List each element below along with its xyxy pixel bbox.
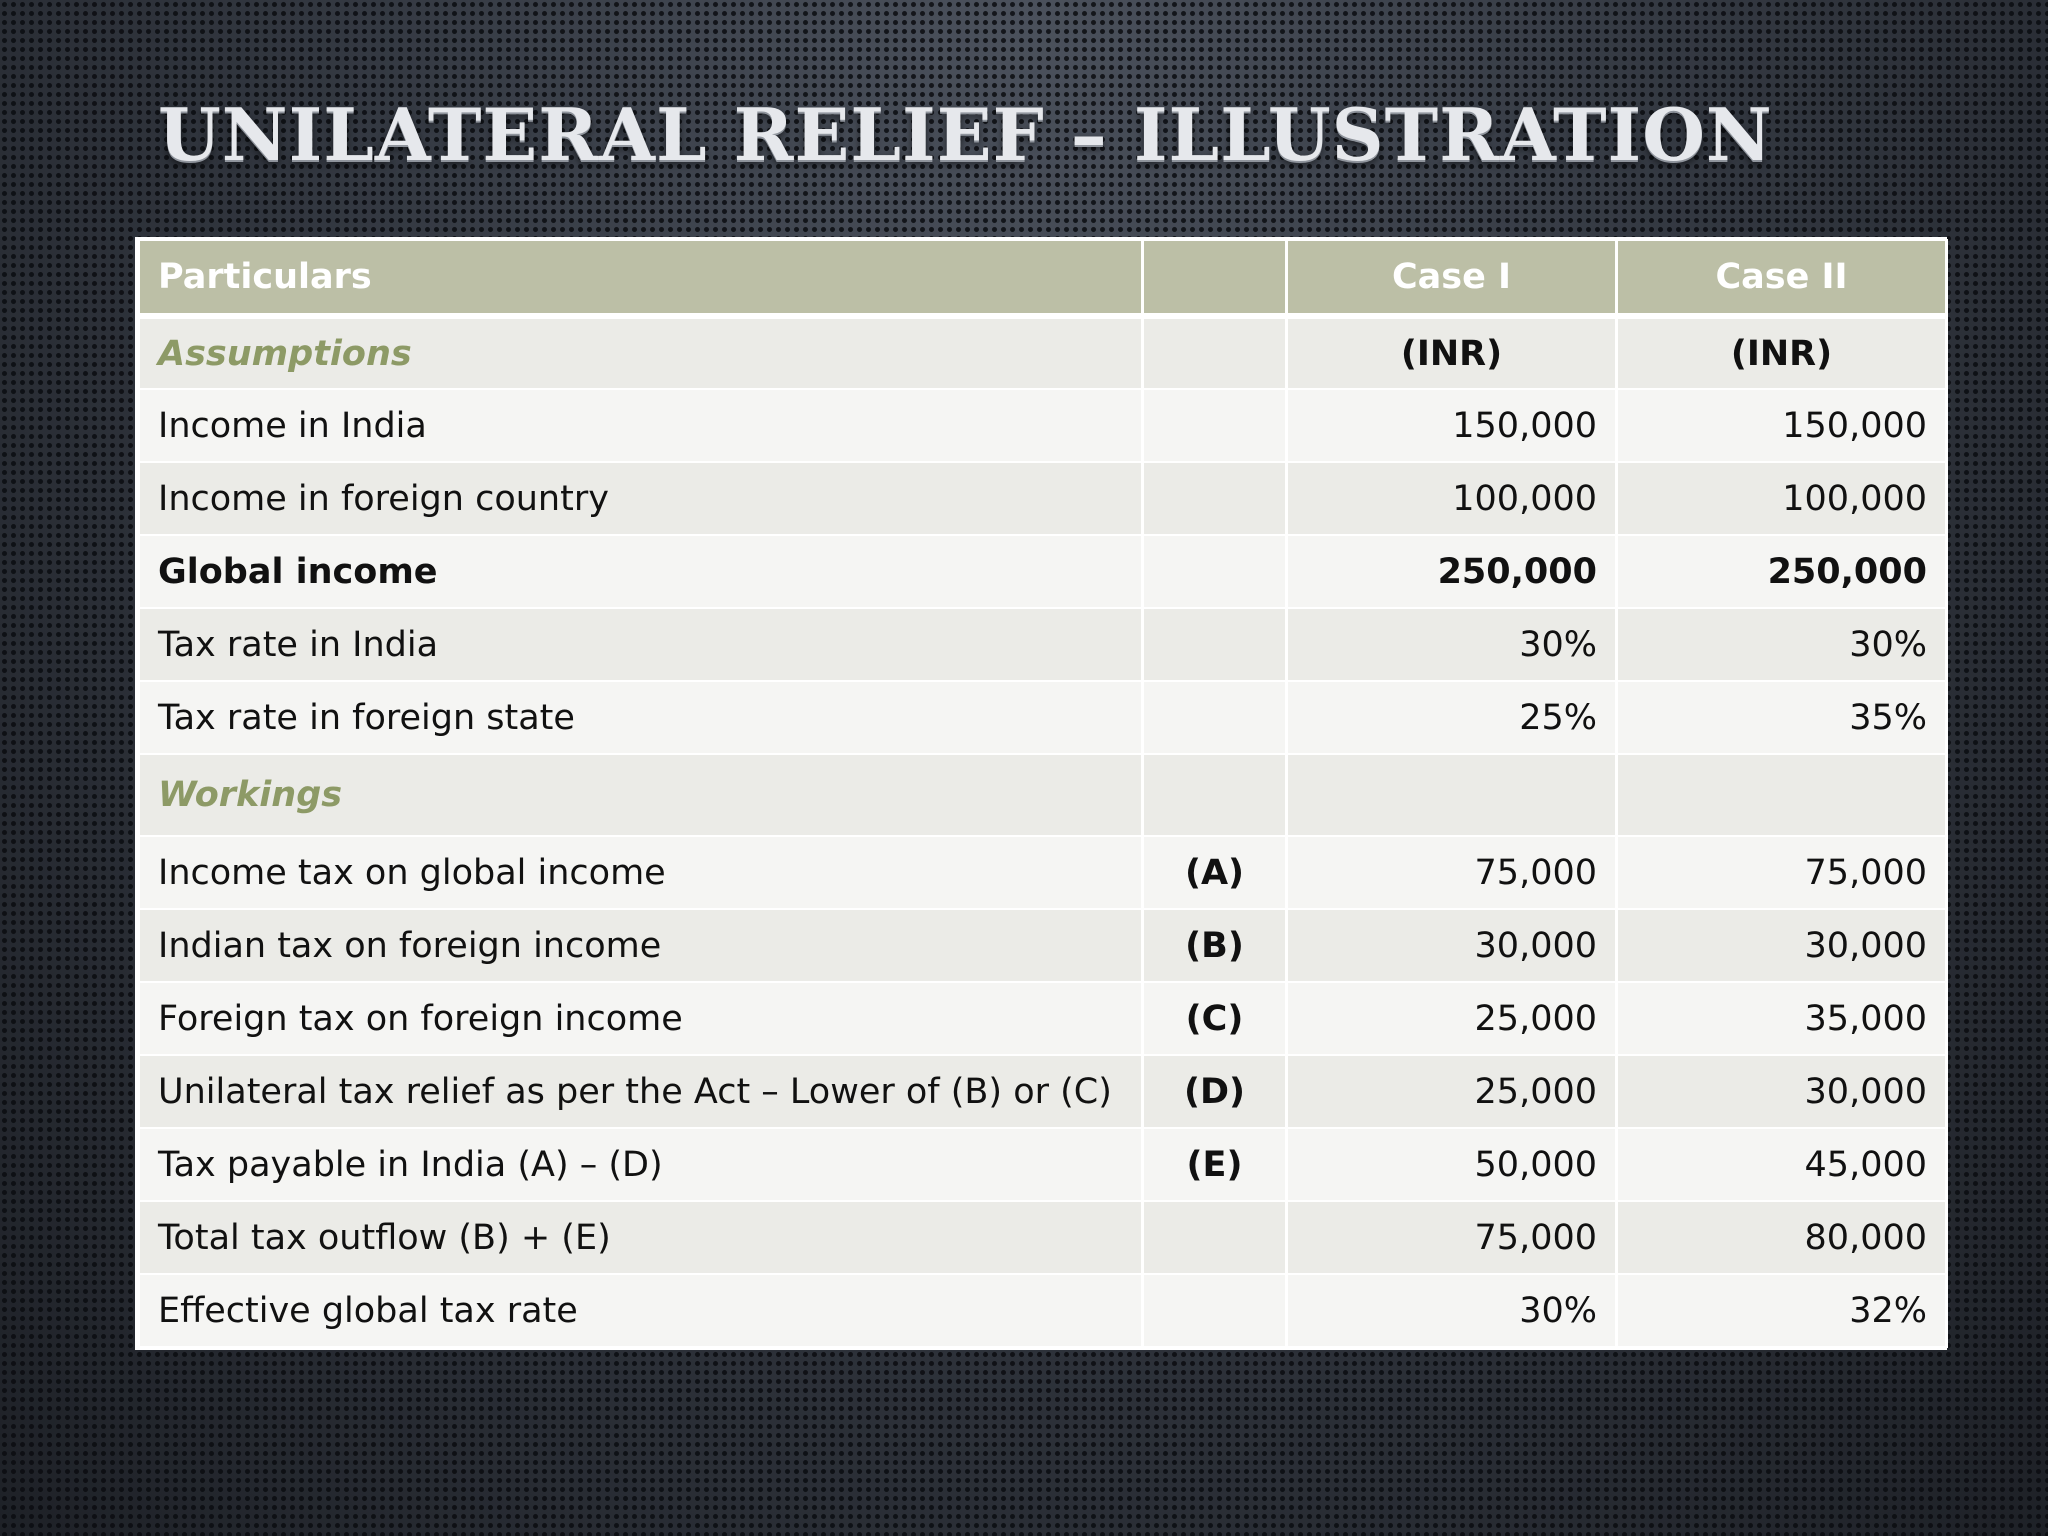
row-case-1-value: 30,000 — [1285, 908, 1618, 983]
workings-ref-cell — [1141, 753, 1288, 837]
row-ref — [1141, 534, 1288, 609]
row-label: Effective global tax rate — [137, 1273, 1144, 1348]
row-ref: (D) — [1141, 1054, 1288, 1129]
workings-case-2-cell — [1615, 753, 1948, 837]
row-ref: (C) — [1141, 981, 1288, 1056]
row-case-2-value: 35% — [1615, 680, 1948, 755]
row-ref — [1141, 388, 1288, 463]
row-case-2-value: 250,000 — [1615, 534, 1948, 609]
row-case-1-value: 75,000 — [1285, 835, 1618, 910]
table-row-global-income: Global income 250,000 250,000 — [137, 534, 1948, 609]
row-case-2-value: 150,000 — [1615, 388, 1948, 463]
row-case-1-value: 25,000 — [1285, 1054, 1618, 1129]
row-label: Tax payable in India (A) – (D) — [137, 1127, 1144, 1202]
table-row-foreign-tax-foreign-income: Foreign tax on foreign income (C) 25,000… — [137, 981, 1948, 1056]
row-ref — [1141, 1200, 1288, 1275]
case-1-unit: (INR) — [1285, 315, 1618, 390]
row-case-1-value: 30% — [1285, 607, 1618, 682]
row-case-2-value: 80,000 — [1615, 1200, 1948, 1275]
row-label: Unilateral tax relief as per the Act – L… — [137, 1054, 1144, 1129]
row-case-2-value: 32% — [1615, 1273, 1948, 1348]
slide-title: UNILATERAL RELIEF – ILLUSTRATION — [158, 92, 1773, 177]
table-row-income-tax-global: Income tax on global income (A) 75,000 7… — [137, 835, 1948, 910]
row-ref — [1141, 607, 1288, 682]
row-ref — [1141, 1273, 1288, 1348]
row-case-2-value: 30% — [1615, 607, 1948, 682]
row-label: Income in foreign country — [137, 461, 1144, 536]
table-row-tax-rate-foreign-state: Tax rate in foreign state 25% 35% — [137, 680, 1948, 755]
row-case-2-value: 75,000 — [1615, 835, 1948, 910]
row-ref — [1141, 680, 1288, 755]
row-case-1-value: 50,000 — [1285, 1127, 1618, 1202]
case-2-unit: (INR) — [1615, 315, 1948, 390]
header-case-2: Case II — [1615, 239, 1948, 319]
row-case-1-value: 150,000 — [1285, 388, 1618, 463]
row-case-1-value: 100,000 — [1285, 461, 1618, 536]
header-ref — [1141, 239, 1288, 319]
row-case-2-value: 45,000 — [1615, 1127, 1948, 1202]
row-case-2-value: 30,000 — [1615, 908, 1948, 983]
row-label: Foreign tax on foreign income — [137, 981, 1144, 1056]
assumptions-section-row: Assumptions (INR) (INR) — [137, 315, 1948, 390]
table-row-income-in-foreign-country: Income in foreign country 100,000 100,00… — [137, 461, 1948, 536]
table-row-indian-tax-foreign-income: Indian tax on foreign income (B) 30,000 … — [137, 908, 1948, 983]
row-case-1-value: 25,000 — [1285, 981, 1618, 1056]
relief-table-container: Particulars Case I Case II Assumptions (… — [135, 237, 1948, 1350]
row-label: Indian tax on foreign income — [137, 908, 1144, 983]
row-case-1-value: 30% — [1285, 1273, 1618, 1348]
table-row-total-tax-outflow: Total tax outflow (B) + (E) 75,000 80,00… — [137, 1200, 1948, 1275]
unilateral-relief-table: Particulars Case I Case II Assumptions (… — [137, 239, 1948, 1348]
table-row-income-in-india: Income in India 150,000 150,000 — [137, 388, 1948, 463]
assumptions-label: Assumptions — [137, 315, 1144, 390]
table-row-tax-rate-india: Tax rate in India 30% 30% — [137, 607, 1948, 682]
row-case-1-value: 25% — [1285, 680, 1618, 755]
row-case-2-value: 30,000 — [1615, 1054, 1948, 1129]
row-case-2-value: 35,000 — [1615, 981, 1948, 1056]
row-label: Tax rate in India — [137, 607, 1144, 682]
row-case-2-value: 100,000 — [1615, 461, 1948, 536]
header-particulars: Particulars — [137, 239, 1144, 319]
row-case-1-value: 250,000 — [1285, 534, 1618, 609]
row-case-1-value: 75,000 — [1285, 1200, 1618, 1275]
row-label: Income tax on global income — [137, 835, 1144, 910]
row-label: Global income — [137, 534, 1144, 609]
row-ref — [1141, 461, 1288, 536]
header-case-1: Case I — [1285, 239, 1618, 319]
row-label: Tax rate in foreign state — [137, 680, 1144, 755]
row-label: Income in India — [137, 388, 1144, 463]
workings-label: Workings — [137, 753, 1144, 837]
table-row-unilateral-relief: Unilateral tax relief as per the Act – L… — [137, 1054, 1948, 1129]
assumptions-ref-cell — [1141, 315, 1288, 390]
table-row-tax-payable-india: Tax payable in India (A) – (D) (E) 50,00… — [137, 1127, 1948, 1202]
row-label: Total tax outflow (B) + (E) — [137, 1200, 1144, 1275]
row-ref: (E) — [1141, 1127, 1288, 1202]
table-header-row: Particulars Case I Case II — [137, 239, 1948, 319]
table-row-effective-global-tax-rate: Effective global tax rate 30% 32% — [137, 1273, 1948, 1348]
workings-section-row: Workings — [137, 753, 1948, 837]
row-ref: (B) — [1141, 908, 1288, 983]
row-ref: (A) — [1141, 835, 1288, 910]
workings-case-1-cell — [1285, 753, 1618, 837]
